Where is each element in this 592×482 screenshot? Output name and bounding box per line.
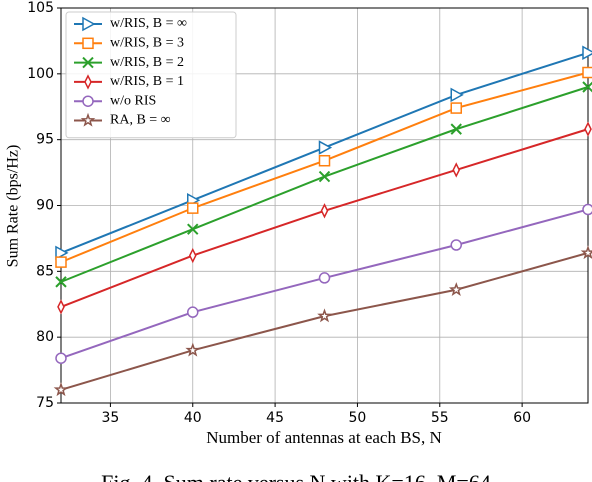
marker (318, 154, 331, 167)
marker (55, 245, 69, 261)
legend-marker (82, 16, 96, 32)
series-line (60, 208, 589, 360)
y-tick-label: 105 (27, 0, 54, 16)
marker (450, 87, 464, 103)
marker (187, 202, 199, 214)
legend-marker (84, 74, 92, 90)
legend-label: w/RIS, B = 3 (110, 36, 184, 51)
x-tick-label: 50 (349, 410, 367, 426)
x-tick-label: 35 (101, 410, 119, 426)
legend-box (65, 11, 237, 139)
legend-label: w/RIS, B = ∞ (110, 16, 187, 31)
y-tick-label: 90 (36, 198, 54, 214)
y-tick-label: 95 (36, 132, 54, 148)
marker (187, 223, 199, 235)
marker (318, 272, 331, 284)
marker (582, 45, 592, 61)
marker (53, 382, 69, 397)
marker (580, 245, 592, 260)
legend-marker (82, 37, 94, 50)
caption: Fig. 4. Sum rate versus N with K=16, M=6… (101, 470, 491, 482)
legend-label: w/o RIS (110, 93, 156, 108)
marker (448, 282, 464, 297)
marker (450, 102, 462, 114)
marker (450, 123, 462, 135)
marker (57, 299, 65, 315)
y-tick-label: 85 (36, 263, 54, 279)
x-axis-label: Number of antennas at each BS, N (206, 428, 442, 447)
x-tick-label: 40 (184, 410, 202, 426)
marker (582, 81, 592, 93)
legend-label: w/RIS, B = 1 (110, 74, 184, 89)
marker (55, 276, 67, 288)
marker (450, 239, 462, 251)
marker (317, 308, 332, 323)
legend-marker (80, 112, 96, 127)
x-tick-label: 45 (266, 410, 284, 426)
marker (584, 121, 592, 137)
y-tick-label: 75 (36, 395, 54, 411)
x-tick-label: 55 (431, 410, 449, 426)
legend-label: w/RIS, B = 2 (110, 55, 184, 70)
marker (55, 256, 67, 268)
marker (185, 342, 201, 357)
x-tick-label: 60 (513, 410, 531, 426)
y-axis-label: Sum Rate (bps/Hz) (5, 145, 22, 268)
marker (318, 170, 331, 183)
marker (582, 203, 592, 216)
legend-marker (82, 95, 94, 107)
legend-marker (82, 56, 94, 69)
y-tick-label: 80 (36, 329, 54, 345)
marker (318, 140, 333, 155)
marker (320, 203, 329, 219)
marker (582, 66, 592, 79)
marker (55, 352, 67, 364)
marker (452, 162, 461, 178)
y-tick-label: 100 (27, 66, 54, 82)
legend-label: RA, B = ∞ (110, 113, 171, 128)
marker (187, 306, 199, 318)
marker (188, 247, 197, 264)
